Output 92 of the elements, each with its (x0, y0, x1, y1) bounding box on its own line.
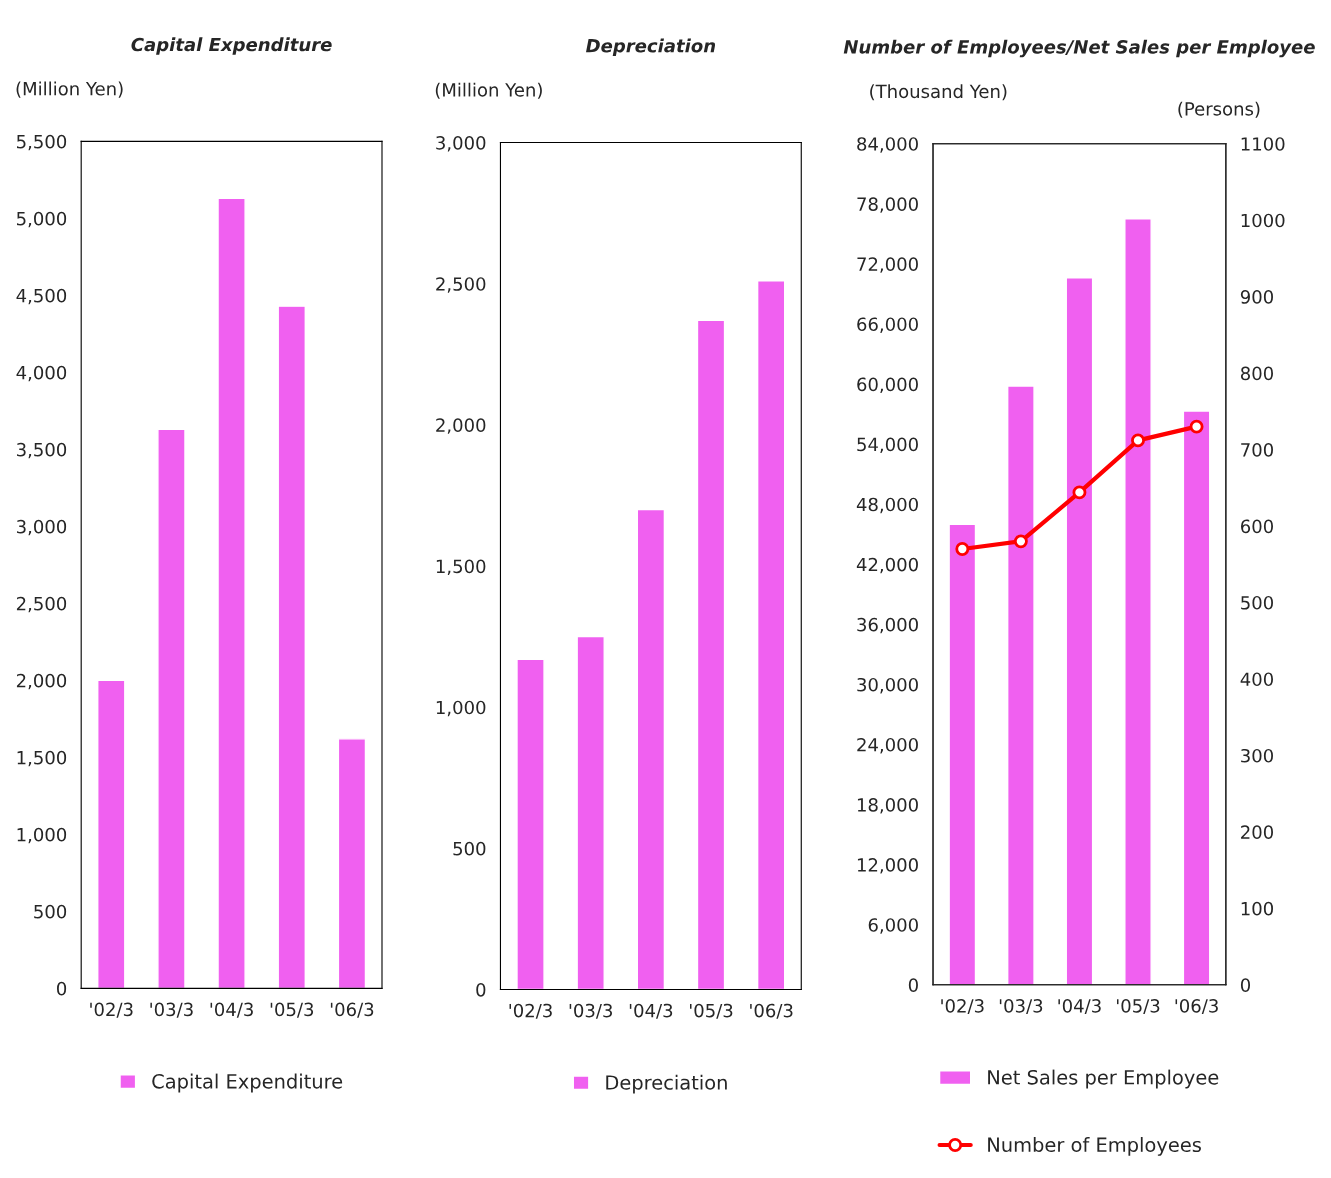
point (955, 542, 970, 556)
bar (516, 658, 545, 990)
y-tick-label: 4,500 (16, 288, 67, 305)
y-tick-label: 500 (34, 904, 67, 919)
x-tick-label: '05/3 (690, 1003, 733, 1019)
x-tick-label: '04/3 (210, 1002, 253, 1018)
x-tick-label: '04/3 (629, 1003, 673, 1019)
y-tick-label: 36,000 (857, 617, 918, 634)
chart-title: Number of Employees/Net Sales per Employee (843, 39, 1315, 58)
y-tick-label: 72,000 (857, 257, 918, 273)
chart-title: Depreciation (586, 38, 716, 57)
y-axis-title: (Million Yen) (435, 82, 542, 99)
bar (636, 508, 666, 990)
x-tick-label: '05/3 (270, 1002, 314, 1018)
y2-tick-label: 300 (1241, 748, 1273, 763)
y-tick-label: 0 (908, 978, 918, 992)
point (1189, 419, 1204, 434)
y-tick-label: 500 (453, 841, 486, 856)
y-tick-label: 1,500 (436, 559, 486, 575)
y-tick-label: 2,000 (436, 418, 486, 434)
y-tick-label: 1,500 (17, 750, 67, 767)
y-tick-label: 4,000 (16, 365, 67, 382)
point (1131, 433, 1145, 448)
x-tick-label: '06/3 (1175, 999, 1218, 1015)
y-tick-label: 2,500 (16, 596, 67, 613)
y-tick-label: 3,500 (16, 442, 67, 459)
bar (337, 738, 367, 989)
bar (277, 305, 306, 989)
y-tick-label: 54,000 (857, 437, 918, 454)
x-tick-label: '03/3 (569, 1003, 613, 1019)
x-tick-label: '06/3 (750, 1003, 793, 1019)
legend-label: Net Sales per Employee (988, 1069, 1219, 1089)
x-tick-label: '02/3 (90, 1002, 133, 1018)
bar (1182, 410, 1211, 985)
y-axis-title: (Million Yen) (16, 81, 123, 98)
y-tick-label: 2,500 (436, 277, 486, 293)
y-tick-label: 1,000 (17, 827, 67, 844)
x-tick-label: '05/3 (1116, 999, 1160, 1015)
bar (97, 679, 126, 989)
bar (217, 197, 246, 989)
y2-tick-label: 800 (1240, 366, 1273, 381)
point (1013, 534, 1028, 549)
y-tick-label: 5,500 (17, 134, 67, 151)
y-tick-label: 42,000 (856, 557, 918, 574)
y-tick-label: 3,000 (16, 519, 67, 536)
y2-tick-label: 1100 (1241, 137, 1285, 151)
legend-label: Depreciation (606, 1074, 727, 1094)
x-tick-label: '06/3 (330, 1002, 374, 1018)
bar (1007, 385, 1035, 985)
y2-tick-label: 1000 (1241, 213, 1285, 228)
bar (157, 428, 186, 989)
y-tick-label: 78,000 (857, 197, 918, 213)
y-tick-label: 30,000 (857, 677, 918, 694)
y-axis-title: (Thousand Yen) (870, 84, 1007, 101)
x-tick-label: '03/3 (999, 999, 1043, 1015)
y-tick-label: 84,000 (857, 137, 918, 153)
bar (948, 523, 977, 985)
x-tick-label: '02/3 (509, 1003, 552, 1019)
y-tick-label: 2,000 (16, 673, 67, 690)
y2-tick-label: 700 (1241, 443, 1273, 457)
legend-label: Number of Employees (988, 1137, 1201, 1156)
y2-tick-label: 400 (1240, 672, 1273, 687)
y2-tick-label: 200 (1241, 825, 1273, 839)
y2-tick-label: 0 (1240, 978, 1251, 992)
legend-label: Capital Expenditure (152, 1073, 343, 1093)
bar (576, 635, 605, 990)
y2-tick-label: 600 (1241, 519, 1273, 534)
point (1072, 485, 1087, 500)
bar (1065, 277, 1094, 985)
y-tick-label: 48,000 (856, 497, 918, 514)
y-tick-label: 24,000 (857, 737, 918, 754)
y-tick-label: 18,000 (857, 798, 918, 814)
y-tick-label: 6,000 (868, 918, 918, 934)
chart-title: Capital Expenditure (131, 37, 332, 55)
y-tick-label: 0 (57, 981, 67, 996)
y2-tick-label: 100 (1241, 901, 1273, 916)
bar (696, 319, 726, 990)
x-tick-label: '03/3 (150, 1002, 193, 1018)
y2-tick-label: 500 (1241, 595, 1273, 610)
x-tick-label: '02/3 (941, 999, 984, 1015)
y-tick-label: 12,000 (857, 858, 918, 874)
x-tick-label: '04/3 (1058, 999, 1101, 1015)
y2-tick-label: 900 (1240, 290, 1273, 304)
y-tick-label: 5,000 (17, 211, 67, 228)
y-tick-label: 3,000 (436, 136, 486, 152)
bar (1124, 218, 1152, 985)
y-tick-label: 60,000 (857, 377, 918, 393)
y-tick-label: 0 (476, 982, 486, 997)
bar (756, 280, 786, 990)
y2-axis-title: (Persons) (1178, 101, 1260, 118)
y-tick-label: 1,000 (436, 700, 486, 717)
y-tick-label: 66,000 (857, 317, 918, 333)
